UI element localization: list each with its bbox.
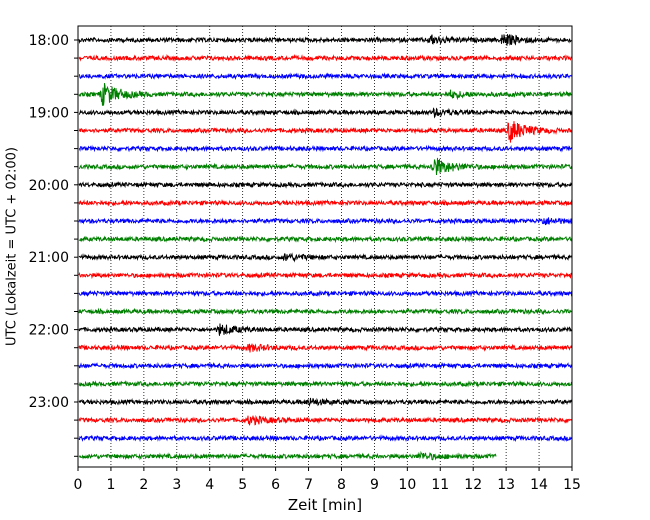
- trace-2100: [78, 252, 573, 263]
- x-axis-label: Zeit [min]: [288, 496, 362, 514]
- y-tick-label: 21:00: [29, 250, 69, 266]
- trace-2315: [78, 414, 573, 426]
- trace-2115: [78, 271, 573, 280]
- seismic-traces: [78, 34, 573, 461]
- x-tick-label: 4: [205, 477, 214, 493]
- x-tick-label: 1: [106, 477, 115, 493]
- trace-1845: [78, 83, 573, 106]
- trace-1930: [78, 144, 573, 153]
- trace-2000: [78, 180, 573, 189]
- trace-2215: [78, 343, 573, 353]
- x-tick-label: 9: [370, 477, 379, 493]
- x-tick-label: 10: [398, 477, 416, 493]
- x-axis-ticks: 0 1 2 3 4 5 6 7 8 9 10 11 12 13 14 15: [74, 467, 581, 493]
- x-tick-label: 8: [337, 477, 346, 493]
- trace-2015: [78, 198, 573, 207]
- trace-2345: [78, 450, 497, 461]
- y-axis-ticks: 18:00 19:00 20:00 21:00 22:00 23:00: [29, 33, 78, 457]
- x-tick-label: 14: [530, 477, 548, 493]
- x-tick-label: 3: [172, 477, 181, 493]
- y-tick-label: 19:00: [29, 105, 69, 121]
- trace-2045: [78, 235, 573, 244]
- x-tick-label: 15: [563, 477, 581, 493]
- x-tick-label: 6: [271, 477, 280, 493]
- y-tick-label: 22:00: [29, 323, 69, 339]
- x-tick-label: 7: [304, 477, 313, 493]
- x-tick-label: 5: [238, 477, 247, 493]
- trace-2200: [78, 323, 573, 336]
- x-tick-label: 13: [497, 477, 515, 493]
- trace-2245: [78, 379, 573, 388]
- y-axis-label: UTC (Lokalzeit = UTC + 02:00): [5, 147, 20, 346]
- trace-2130: [78, 289, 573, 298]
- trace-1800: [78, 34, 573, 46]
- trace-2030: [78, 217, 573, 226]
- trace-1945: [78, 157, 573, 175]
- trace-2300: [78, 397, 573, 408]
- y-tick-label: 23:00: [29, 395, 69, 411]
- x-tick-label: 0: [74, 477, 83, 493]
- x-tick-label: 12: [464, 477, 482, 493]
- plot-frame: [77, 25, 573, 468]
- trace-1900: [78, 107, 573, 119]
- x-tick-label: 11: [431, 477, 449, 493]
- trace-1830: [78, 72, 573, 81]
- trace-1915: [78, 121, 573, 143]
- x-tick-label: 2: [139, 477, 148, 493]
- y-tick-label: 20:00: [29, 178, 69, 194]
- trace-2145: [78, 307, 573, 316]
- trace-2230: [78, 361, 573, 370]
- y-tick-label: 18:00: [29, 33, 69, 49]
- trace-1815: [78, 53, 573, 63]
- trace-2330: [78, 434, 573, 443]
